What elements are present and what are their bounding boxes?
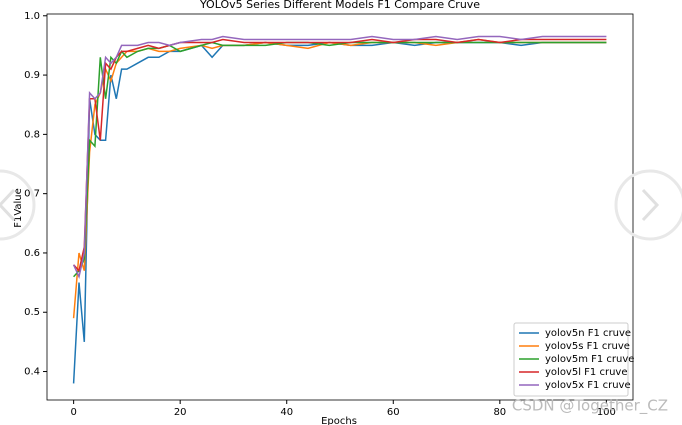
plot-area: 0.40.50.60.70.80.91.00 20 40 60 80 100: [24, 11, 634, 418]
x-tick-label: 100: [597, 407, 616, 418]
legend-label: yolov5s F1 cruve: [545, 341, 630, 352]
y-tick-label: 1.0: [24, 11, 40, 22]
next-arrow: [641, 188, 660, 222]
carousel-prev[interactable]: [0, 169, 36, 241]
watermark: CSDN @Together_CZ: [512, 397, 668, 416]
chart-title: YOLOv5 Series Different Models F1 Compar…: [199, 0, 480, 11]
x-tick-label: 20: [174, 407, 187, 418]
y-tick-label: 0.8: [24, 129, 40, 140]
y-tick-label: 0.6: [24, 248, 40, 259]
series-line: [73, 41, 607, 278]
legend-box: [513, 322, 629, 397]
x-tick-label: 80: [493, 407, 506, 418]
y-axis-label: F1Value: [13, 188, 24, 228]
legend-label: yolov5m F1 cruve: [545, 354, 634, 365]
carousel-next[interactable]: [614, 169, 682, 241]
legend-label: yolov5l F1 cruve: [545, 367, 627, 378]
y-tick-label: 0.4: [24, 367, 40, 378]
x-tick-label: 40: [280, 407, 293, 418]
series-line: [72, 35, 607, 280]
series-line: [73, 38, 607, 273]
plot-frame: [46, 13, 634, 401]
legend-label: yolov5x F1 cruve: [545, 380, 631, 391]
y-tick-label: 0.5: [24, 307, 40, 318]
legend: yolov5n F1 cruve yolov5s F1 cruve yolov5m …: [513, 322, 634, 397]
prev-arrow: [0, 188, 16, 222]
x-tick-label: 60: [387, 407, 400, 418]
series-line: [72, 38, 607, 319]
y-tick-label: 0.9: [24, 70, 40, 81]
legend-label: yolov5n F1 cruve: [545, 328, 631, 339]
x-axis-label: Epochs: [321, 416, 357, 425]
x-tick-label: 0: [70, 407, 76, 418]
